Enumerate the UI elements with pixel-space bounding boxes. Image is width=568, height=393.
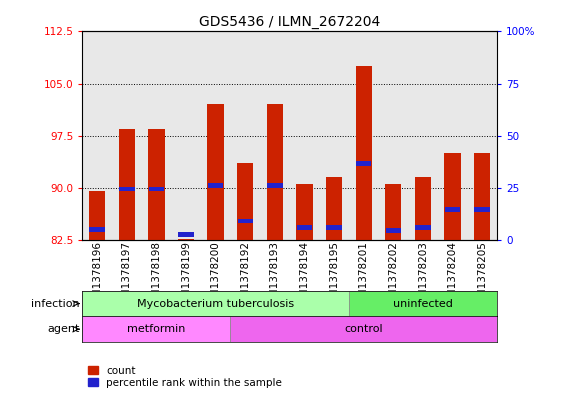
Bar [415,226,431,230]
Bar [445,208,460,212]
Text: metformin: metformin [127,324,186,334]
Text: uninfected: uninfected [393,299,453,309]
Title: GDS5436 / ILMN_2672204: GDS5436 / ILMN_2672204 [199,15,381,29]
Text: control: control [344,324,383,334]
Bar [119,129,135,240]
Bar [385,184,402,240]
Bar [82,316,231,342]
Bar [178,232,194,237]
Bar [82,291,349,316]
Text: agent: agent [47,324,80,334]
Bar [149,187,164,191]
Bar [444,153,461,240]
Bar [267,104,283,240]
Legend: count, percentile rank within the sample: count, percentile rank within the sample [87,366,282,388]
Bar [326,177,343,240]
Bar [327,226,342,230]
Bar [208,183,223,188]
Bar [237,219,253,223]
Bar [148,129,165,240]
Bar [356,66,372,240]
Bar [386,228,401,233]
Bar [349,291,497,316]
Bar [178,239,194,240]
Text: infection: infection [31,299,80,309]
Bar [474,153,490,240]
Bar [356,161,371,166]
Bar [119,187,135,191]
Bar [207,104,224,240]
Bar [415,177,431,240]
Bar [296,184,312,240]
Bar [296,226,312,230]
Bar [89,191,105,240]
Bar [89,227,105,232]
Bar [267,183,283,188]
Bar [231,316,497,342]
Text: Mycobacterium tuberculosis: Mycobacterium tuberculosis [137,299,294,309]
Bar [237,163,253,240]
Bar [474,208,490,212]
